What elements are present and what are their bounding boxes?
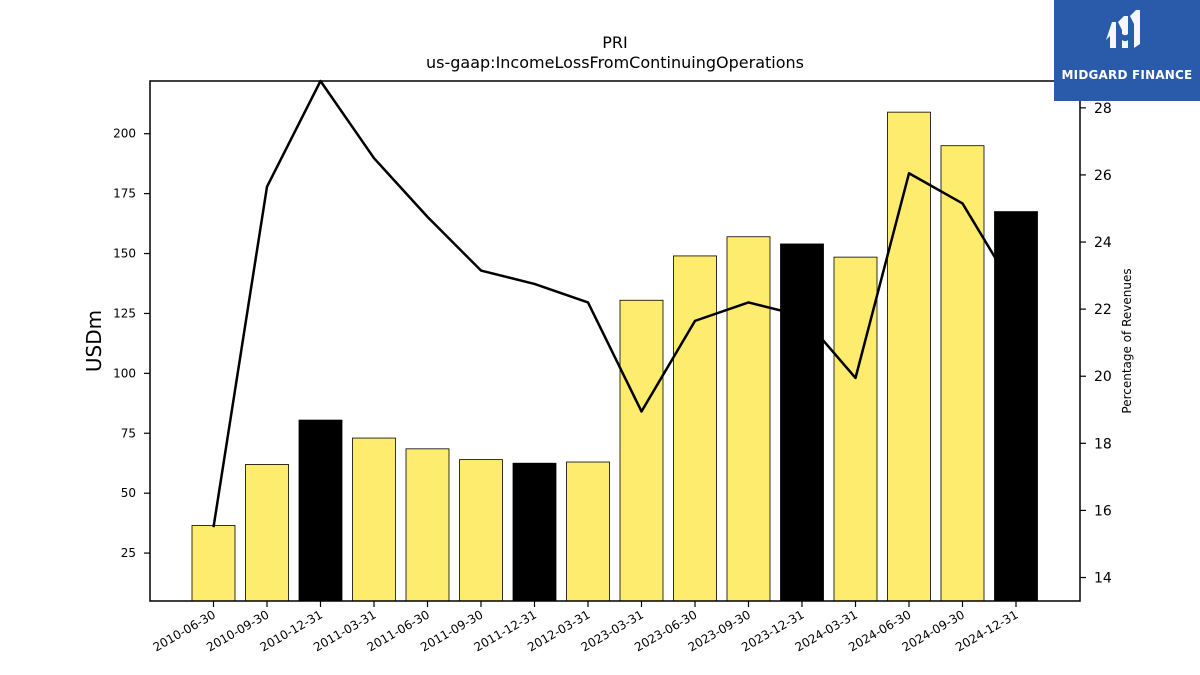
midgard-finance-logo: MIDGARD FINANCE [1054, 0, 1200, 101]
y2-tick-label: 26 [1094, 168, 1112, 184]
y2-tick-label: 20 [1094, 369, 1112, 385]
y-axis-right: 14 16 18 20 22 24 26 28 [1080, 101, 1112, 587]
logo-text: MIDGARD FINANCE [1061, 68, 1193, 82]
logo-mark-icon [1106, 10, 1140, 48]
bars-layer [191, 111, 1038, 602]
y-tick-label: 150 [113, 247, 136, 261]
y2-tick-label: 28 [1094, 101, 1112, 117]
y-tick-label: 200 [113, 127, 136, 141]
bar-2010-06-30 [191, 525, 236, 602]
bar-2024-12-31 [994, 211, 1038, 602]
y2-tick-label: 14 [1094, 571, 1112, 587]
percentage-of-revenues-line [212, 79, 1018, 528]
bar-2011-09-30 [459, 459, 503, 602]
bar-2010-09-30 [245, 464, 289, 602]
bar-2024-06-30 [887, 111, 931, 602]
bar-2011-12-31 [512, 462, 557, 602]
y-axis-label: USDm [82, 310, 106, 372]
plot-frame [149, 80, 1081, 602]
y2-tick-label: 24 [1094, 235, 1112, 251]
chart-subtitle: us-gaap:IncomeLossFromContinuingOperatio… [426, 53, 804, 72]
y2-tick-label: 16 [1094, 503, 1112, 519]
y-tick-label: 50 [121, 486, 136, 500]
y2-tick-label: 18 [1094, 436, 1112, 452]
y-tick-label: 75 [121, 426, 136, 440]
x-axis: 2010-06-302010-09-302010-12-312011-03-31… [151, 601, 1021, 654]
y-tick-label: 175 [113, 187, 136, 201]
bar-2023-12-31 [780, 243, 824, 602]
y2-tick-label: 22 [1094, 302, 1112, 318]
bar-2011-03-31 [352, 437, 396, 602]
bar-2023-03-31 [619, 299, 664, 602]
bar-2024-09-30 [940, 145, 985, 602]
bar-2024-03-31 [833, 256, 878, 602]
y-tick-label: 25 [121, 546, 136, 560]
chart-title: PRI [602, 33, 627, 52]
y-tick-label: 100 [113, 366, 136, 380]
bar-2012-03-31 [566, 461, 610, 602]
bar-2010-12-31 [298, 419, 343, 602]
bar-2023-09-30 [726, 236, 771, 602]
bar-2011-06-30 [405, 448, 450, 602]
bar-2023-06-30 [673, 255, 717, 602]
y-tick-label: 125 [113, 306, 136, 320]
y-axis-left: 25 50 75 100 125 150 175 200 [113, 127, 150, 560]
y2-axis-label: Percentage of Revenues [1120, 268, 1134, 413]
